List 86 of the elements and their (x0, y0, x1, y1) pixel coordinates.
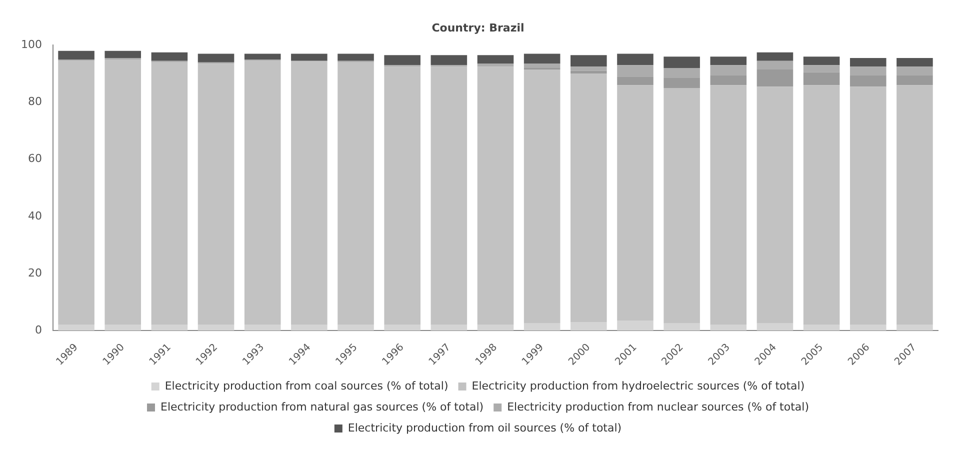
bar (803, 65, 840, 72)
bar (756, 86, 794, 324)
bar (803, 56, 840, 66)
bar (664, 78, 700, 88)
bar (570, 322, 607, 331)
bar (524, 64, 560, 68)
bar (664, 56, 700, 68)
legend-label: Electricity production from hydroelectric sources (% of total) (472, 379, 805, 392)
bar (524, 323, 560, 331)
bar (850, 66, 886, 76)
bar (104, 50, 142, 58)
bar (756, 69, 794, 87)
bar (803, 85, 840, 325)
bar (291, 54, 328, 61)
bar (756, 60, 794, 70)
bar (710, 65, 747, 76)
bar (850, 75, 886, 87)
bar (756, 323, 794, 331)
bar (617, 54, 654, 66)
bar (198, 324, 234, 331)
bar (384, 66, 420, 325)
bar (58, 324, 94, 331)
bar (524, 69, 560, 324)
bar (151, 324, 188, 331)
bar (58, 60, 94, 325)
bar (477, 64, 514, 67)
bar (710, 56, 747, 66)
bar (664, 323, 700, 331)
bar (151, 62, 188, 325)
bar (710, 75, 747, 86)
bar (896, 85, 933, 325)
bar (664, 68, 700, 78)
y-tick-label: 0 (34, 323, 42, 336)
y-tick-label: 80 (28, 95, 42, 108)
bar (291, 324, 328, 331)
bar (338, 324, 374, 331)
bar (104, 324, 142, 331)
bar (896, 324, 933, 331)
legend-label: Electricity production from oil sources (% of total) (348, 421, 622, 434)
bar (151, 52, 188, 61)
bar (803, 72, 840, 86)
bar (338, 62, 374, 325)
bar (244, 324, 281, 331)
legend-label: Electricity production from nuclear sources (% of total) (507, 400, 810, 414)
bar (570, 55, 607, 67)
bar (291, 60, 328, 325)
chart-title: Country: Brazil (432, 21, 524, 34)
bar (198, 64, 234, 325)
bar (896, 75, 933, 86)
bar (524, 54, 560, 64)
bar (244, 54, 281, 60)
bar (617, 320, 654, 331)
bar (664, 88, 700, 324)
bar (430, 66, 468, 325)
bar (896, 66, 933, 76)
legend-label: Electricity production from coal sources (% of total) (164, 379, 448, 392)
bar (570, 74, 607, 322)
bar (244, 60, 281, 325)
bar (710, 324, 747, 331)
bar (850, 324, 886, 331)
bar (710, 85, 747, 325)
bar (198, 54, 234, 62)
bar (104, 59, 142, 325)
y-tick-label: 40 (28, 209, 42, 222)
bar (477, 324, 514, 331)
bar (430, 55, 468, 66)
y-tick-label: 20 (28, 266, 42, 280)
bar (850, 86, 886, 325)
bar (477, 55, 514, 64)
bar (896, 58, 933, 67)
bar (617, 76, 654, 86)
bar (477, 66, 514, 325)
bar (384, 55, 420, 66)
bar (850, 58, 886, 67)
y-tick-label: 100 (20, 38, 42, 52)
bar (58, 50, 94, 60)
bar (430, 324, 468, 331)
bar (617, 65, 654, 77)
bar (803, 324, 840, 331)
bar (617, 85, 654, 321)
bar (338, 54, 374, 61)
bar (570, 66, 607, 71)
bar (384, 324, 420, 331)
bar (756, 52, 794, 61)
y-tick-label: 60 (28, 152, 42, 166)
legend-label: Electricity production from natural gas sources (% of total) (160, 400, 484, 414)
